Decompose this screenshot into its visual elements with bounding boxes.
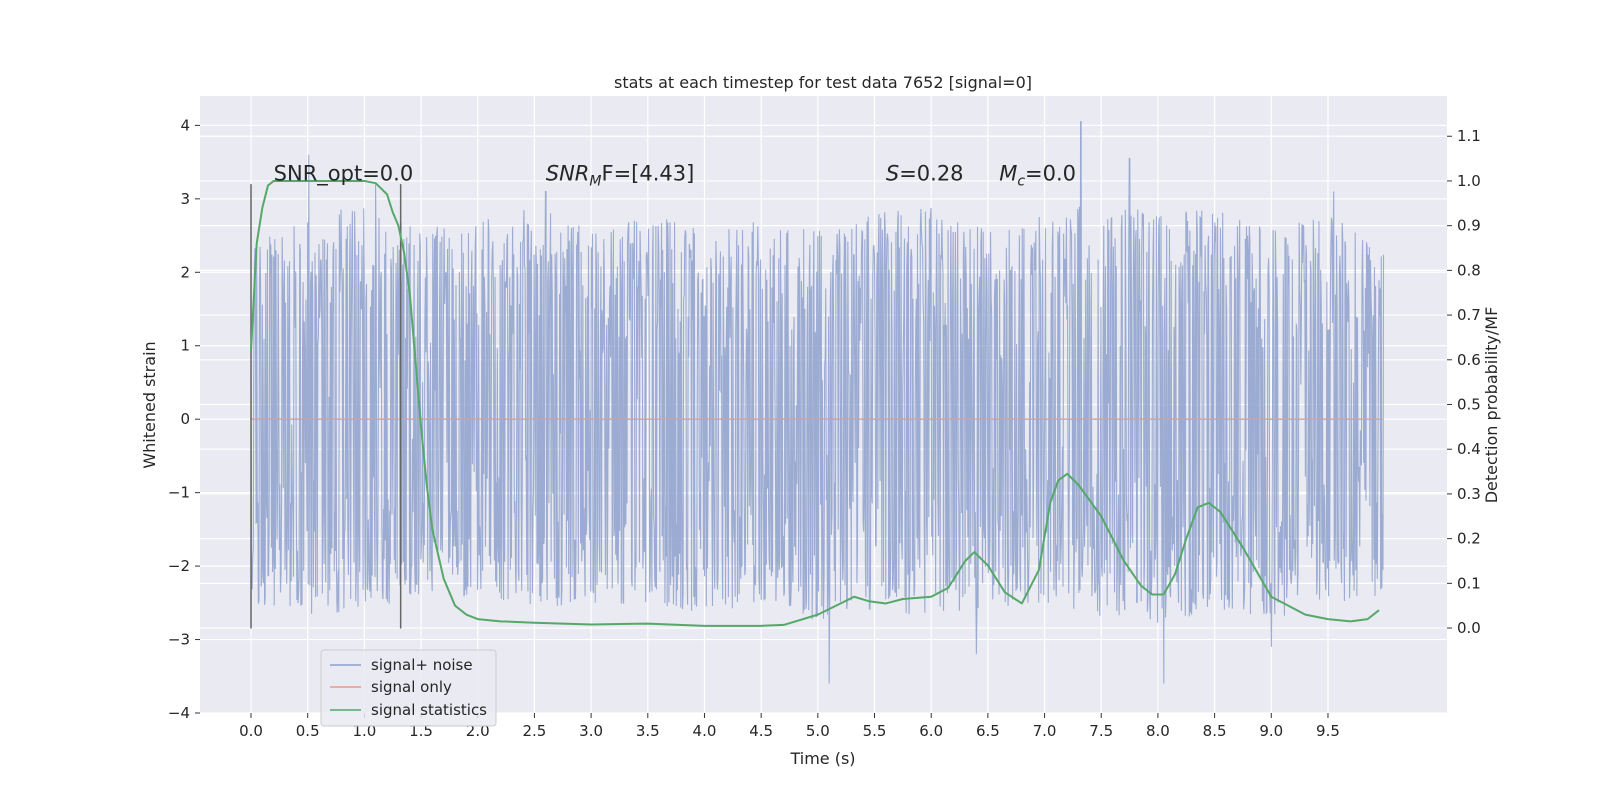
y-right-tick-label: 1.1: [1457, 127, 1481, 145]
x-tick-label: 6.0: [919, 722, 943, 740]
x-tick-label: 6.5: [976, 722, 1000, 740]
x-axis-label: Time (s): [789, 749, 855, 768]
y-right-ticks: 1.1 1.0 0.9 0.8 0.7 0.6 0.5 0.4 0.3 0.2 0.1 0.0: [1447, 127, 1481, 637]
annotation: Mc=0.0: [999, 161, 1076, 189]
legend-box: [320, 649, 497, 727]
x-tick-label: 3.5: [636, 722, 660, 740]
signal-noise-series: [250, 121, 1385, 684]
x-tick-label: 0.5: [296, 722, 320, 740]
legend: signal+ noise signal only signal statist…: [320, 649, 497, 727]
y-right-tick-label: 0.5: [1457, 396, 1481, 414]
x-tick-label: 0.0: [239, 722, 263, 740]
x-tick-label: 4.5: [749, 722, 773, 740]
y-left-tick-label: 2: [180, 263, 190, 281]
legend-label-signal-statistics: signal statistics: [371, 701, 487, 719]
legend-label-signal-only: signal only: [371, 678, 452, 696]
signal-statistics-line: [250, 179, 1380, 627]
vertical-markers: [250, 184, 402, 629]
x-tick-label: 9.0: [1259, 722, 1283, 740]
signal-noise-line: [250, 121, 1385, 684]
y-left-tick-label: 0: [180, 410, 190, 428]
y-right-tick-label: 0.0: [1457, 619, 1481, 637]
signal-statistics-series: [250, 179, 1380, 627]
y-left-tick-label: 4: [180, 116, 190, 134]
y-left-axis-label: Whitened strain: [140, 341, 159, 468]
x-tick-label: 8.5: [1203, 722, 1227, 740]
chart-title: stats at each timestep for test data 765…: [614, 73, 1032, 92]
y-right-tick-label: 0.8: [1457, 261, 1481, 279]
annotations: SNR_opt=0.0 SNRMF=[4.43] S=0.28 Mc=0.0: [274, 161, 1076, 189]
y-right-tick-label: 0.1: [1457, 574, 1481, 592]
y-right-tick-label: 0.3: [1457, 485, 1481, 503]
y-left-tick-label: 1: [180, 337, 190, 355]
x-tick-label: 3.0: [579, 722, 603, 740]
x-tick-label: 9.5: [1316, 722, 1340, 740]
y-left-ticks: 4 3 2 1 0 −1 −2 −3 −4: [168, 116, 200, 722]
annotation: SNRMF=[4.43]: [546, 161, 695, 189]
x-tick-label: 4.0: [693, 722, 717, 740]
y-right-axis-label: Detection probability/MF: [1482, 307, 1501, 504]
y-right-tick-label: 0.2: [1457, 530, 1481, 548]
y-right-tick-label: 0.6: [1457, 351, 1481, 369]
x-tick-label: 5.5: [863, 722, 887, 740]
x-tick-label: 8.0: [1146, 722, 1170, 740]
y-left-tick-label: −3: [168, 631, 190, 649]
legend-label-signal-noise: signal+ noise: [371, 656, 473, 674]
y-left-tick-label: −2: [168, 557, 190, 575]
x-tick-label: 7.5: [1089, 722, 1113, 740]
y-left-tick-label: −4: [168, 704, 190, 722]
annotation: S=0.28: [886, 161, 964, 185]
y-left-tick-label: −1: [168, 484, 190, 502]
y-right-tick-label: 1.0: [1457, 172, 1481, 190]
x-tick-label: 7.0: [1033, 722, 1057, 740]
y-right-tick-label: 0.9: [1457, 217, 1481, 235]
x-tick-label: 2.5: [522, 722, 546, 740]
y-right-tick-label: 0.4: [1457, 440, 1481, 458]
y-left-tick-label: 3: [180, 190, 190, 208]
y-right-tick-label: 0.7: [1457, 306, 1481, 324]
annotation: SNR_opt=0.0: [274, 161, 414, 186]
x-tick-label: 5.0: [806, 722, 830, 740]
